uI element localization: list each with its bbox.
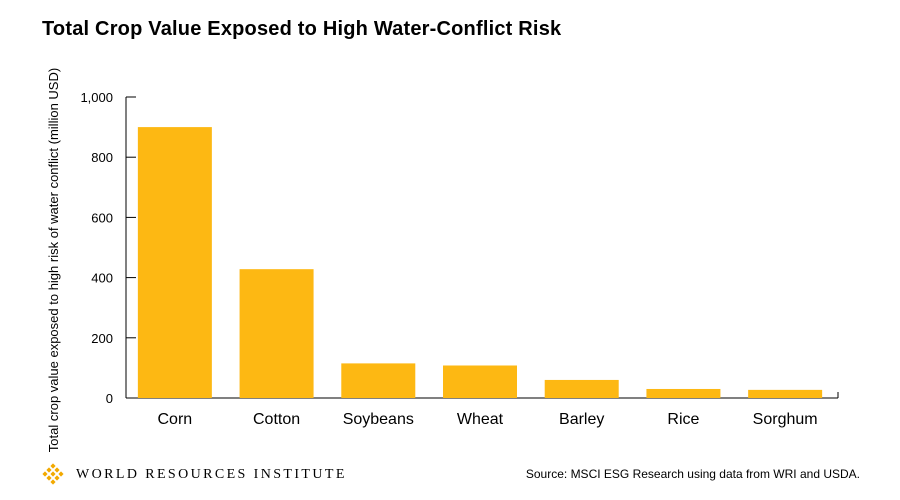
organization-name: WORLD RESOURCES INSTITUTE — [76, 467, 347, 482]
x-tick-label: Barley — [559, 411, 604, 428]
bars — [137, 127, 823, 398]
logo-diamond — [54, 475, 60, 481]
logo-diamond — [58, 471, 64, 477]
logo-diamond — [50, 479, 56, 485]
y-tick-label: 200 — [91, 331, 113, 346]
bar-cotton — [239, 269, 314, 398]
y-tick-label: 1,000 — [80, 90, 113, 105]
bar-barley — [544, 379, 619, 398]
y-tick-label: 400 — [91, 271, 113, 286]
x-tick-label: Sorghum — [753, 411, 818, 428]
x-tick-label: Cotton — [253, 411, 300, 428]
wri-logo: WORLD RESOURCES INSTITUTE — [40, 462, 347, 488]
logo-diamond — [46, 475, 52, 481]
y-tick-label: 600 — [91, 210, 113, 225]
y-axis-label: Total crop value exposed to high risk of… — [46, 68, 61, 452]
x-tick-label: Wheat — [457, 411, 504, 428]
x-tick-label: Soybeans — [343, 411, 414, 428]
source-note: Source: MSCI ESG Research using data fro… — [525, 467, 860, 481]
bar-corn — [137, 127, 212, 398]
chart-title: Total Crop Value Exposed to High Water-C… — [42, 18, 562, 40]
bar-chart: Total crop value exposed to high risk of… — [46, 68, 839, 452]
y-tick-label: 800 — [91, 150, 113, 165]
logo-diamond — [42, 471, 48, 477]
wri-logo-icon — [42, 463, 64, 485]
logo-diamond — [50, 463, 56, 469]
logo-diamond — [54, 467, 60, 473]
x-tick-label: Corn — [158, 411, 193, 428]
y-tick-label: 0 — [106, 391, 113, 406]
x-tick-label: Rice — [667, 411, 699, 428]
bar-rice — [646, 388, 721, 398]
logo-diamond — [46, 467, 52, 473]
category-labels: Corn Cotton Soybeans Wheat Barley Rice Sorghum — [158, 411, 818, 428]
logo-diamond — [50, 471, 56, 477]
bar-sorghum — [748, 389, 823, 398]
bar-soybeans — [341, 363, 416, 398]
bar-wheat — [443, 365, 517, 398]
